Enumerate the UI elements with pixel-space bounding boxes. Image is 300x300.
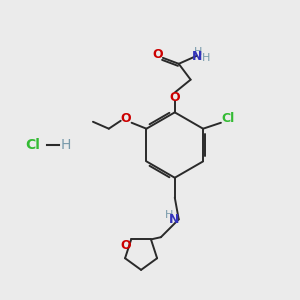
Text: O: O: [169, 91, 180, 104]
Text: N: N: [169, 213, 179, 226]
Text: O: O: [120, 112, 131, 125]
Text: H: H: [194, 47, 203, 57]
Text: H: H: [165, 210, 173, 220]
Text: N: N: [192, 50, 203, 63]
Text: H: H: [202, 53, 211, 63]
Text: Cl: Cl: [26, 138, 40, 152]
Text: H: H: [61, 138, 71, 152]
Text: O: O: [153, 48, 163, 62]
Text: O: O: [121, 239, 131, 252]
Text: Cl: Cl: [221, 112, 235, 125]
